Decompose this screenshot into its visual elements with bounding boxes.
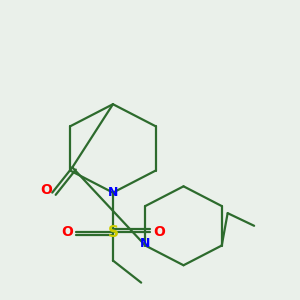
- Text: N: N: [140, 237, 151, 250]
- Text: N: N: [108, 186, 118, 199]
- Text: O: O: [153, 225, 165, 239]
- Text: S: S: [107, 225, 118, 240]
- Text: O: O: [40, 183, 52, 197]
- Text: O: O: [61, 225, 73, 239]
